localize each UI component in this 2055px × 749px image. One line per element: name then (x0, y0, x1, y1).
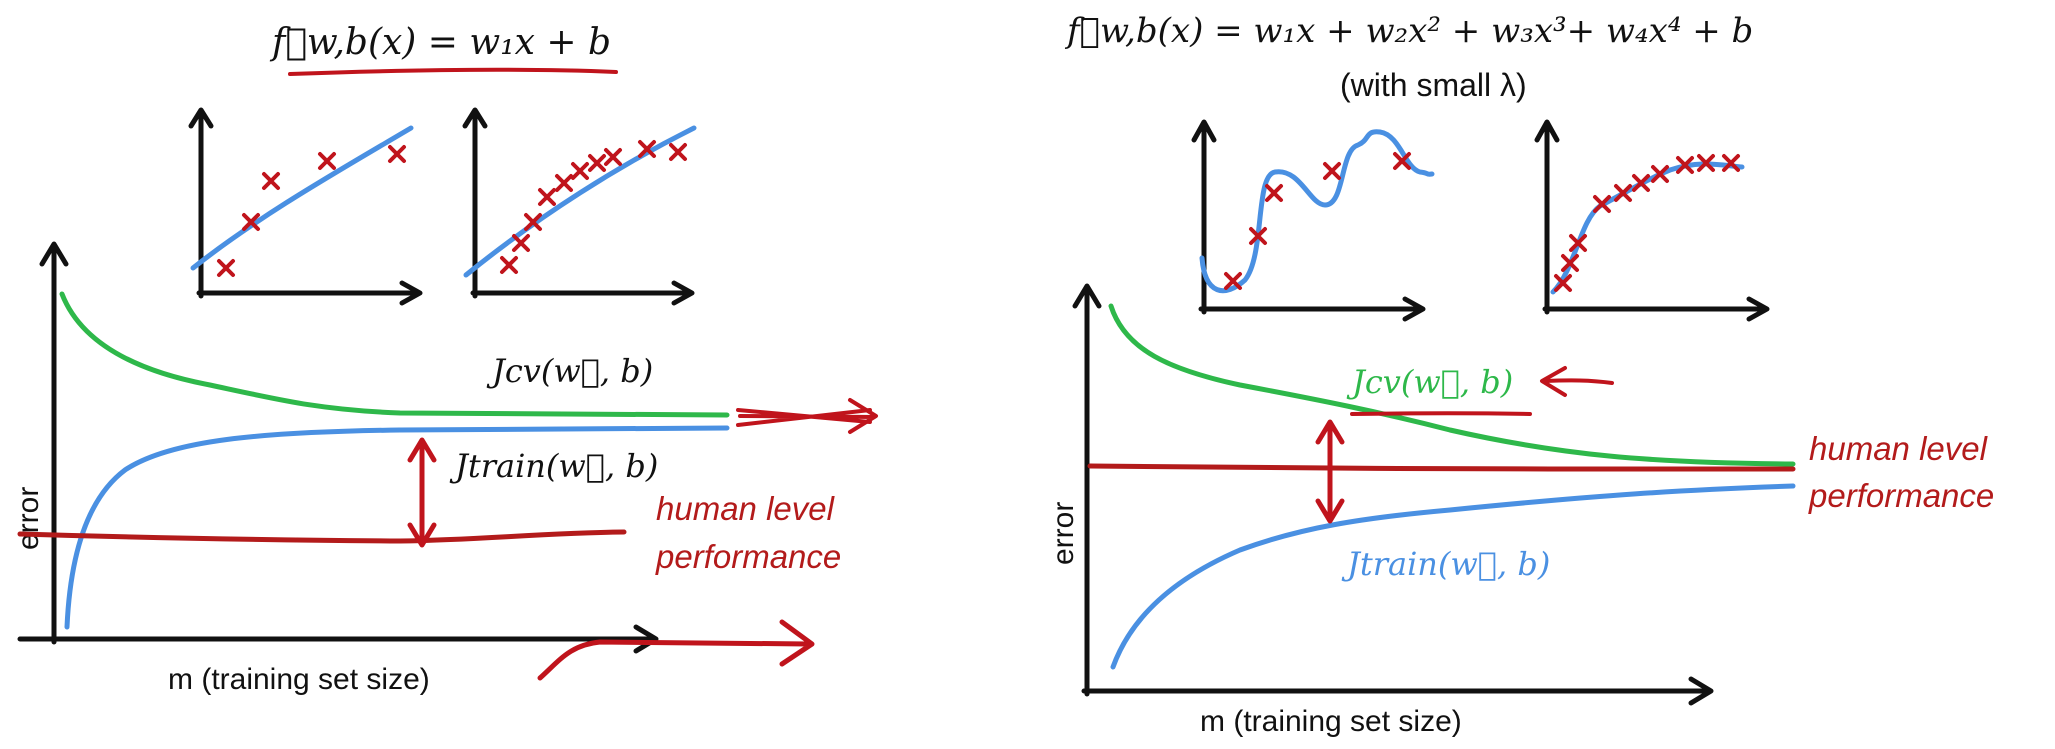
right-formula: f⃗w,b(x) = w₁x + w₂x² + w₃x³+ w₄x⁴ + b (1064, 11, 1753, 51)
right-small-plot-1-markers (1224, 152, 1411, 290)
right-cv-underline (1350, 411, 1532, 416)
right-train-curve (1110, 483, 1796, 670)
left-small-plot-1-markers (217, 145, 406, 277)
right-y-axis-label: error (1047, 502, 1080, 565)
left-train-curve (64, 425, 730, 630)
right-cv-label: Jcv(w⃗, b) (1346, 363, 1513, 401)
right-x-axis (1081, 676, 1714, 706)
right-human-level-label-line1: human level (1809, 430, 1989, 467)
left-human-level-label-line2: performance (655, 538, 841, 575)
left-x-axis-label: m (training set size) (168, 663, 430, 696)
left-train-label: Jtrain(w⃗, b) (449, 447, 658, 485)
right-formula-note: (with small λ) (1340, 67, 1527, 103)
right-small-plot-1-fit (1199, 129, 1435, 294)
left-small-plot-1-fit (190, 125, 414, 271)
left-y-axis (39, 241, 69, 645)
left-human-level-line (17, 529, 627, 544)
left-y-axis-label: error (12, 487, 45, 550)
right-small-plot-2-fit (1550, 161, 1745, 295)
right-human-level-line (1087, 463, 1796, 472)
right-train-label: Jtrain(w⃗, b) (1341, 545, 1550, 583)
left-panel: f⃗w,b(x) = w₁x + b (12, 22, 878, 696)
right-gap-arrow (1315, 419, 1345, 524)
left-formula: f⃗w,b(x) = w₁x + b (269, 22, 611, 63)
right-small-plot-1 (1191, 119, 1435, 322)
left-small-plot-1 (188, 107, 423, 306)
left-small-plot-2-markers (500, 140, 687, 274)
right-human-level-label-line2: performance (1808, 477, 1994, 514)
left-human-level-label-line1: human level (656, 490, 836, 527)
left-x-axis (17, 624, 659, 654)
right-x-axis-label: m (training set size) (1200, 705, 1462, 738)
right-small-plot-2 (1534, 119, 1770, 322)
left-small-plot-2-fit (463, 125, 697, 278)
left-gap-arrow (407, 437, 437, 548)
right-y-axis (1072, 283, 1102, 697)
left-formula-underline (288, 67, 618, 76)
left-cv-label: Jcv(w⃗, b) (486, 352, 653, 390)
left-small-plot-2 (462, 107, 697, 306)
right-small-plot-2-markers (1554, 154, 1740, 292)
left-cv-curve (59, 291, 730, 418)
right-panel: f⃗w,b(x) = w₁x + w₂x² + w₃x³+ w₄x⁴ + b (… (1047, 11, 1994, 738)
right-cv-pointer-arrow (1540, 366, 1614, 397)
left-cv-flat-arrow (736, 398, 878, 434)
left-more-data-arrow (537, 619, 815, 681)
